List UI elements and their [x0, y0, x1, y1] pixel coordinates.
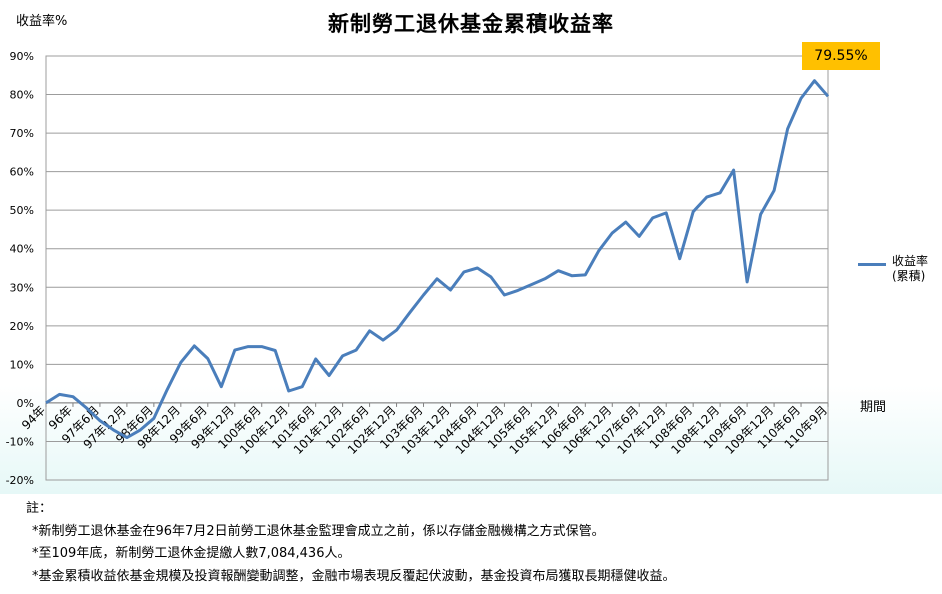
y-tick-label: 40%: [10, 243, 34, 256]
legend-label-line2: (累積): [892, 269, 926, 283]
note-item: *基金累積收益依基金規模及投資報酬變動調整，金融市場表現反覆起伏波動，基金投資布…: [32, 568, 676, 584]
legend-line-swatch: [858, 263, 886, 266]
y-tick-label: -20%: [6, 474, 34, 487]
line-chart: -20%-10%0%10%20%30%40%50%60%70%80%90%94年…: [6, 50, 831, 487]
legend-label-line1: 收益率: [892, 254, 929, 268]
y-tick-label: 20%: [10, 320, 34, 333]
latest-value-callout: 79.55%: [802, 42, 880, 70]
y-tick-label: -10%: [6, 435, 34, 448]
notes-section: 註： *新制勞工退休基金在96年7月2日前勞工退休基金監理會成立之前，係以存儲金…: [26, 498, 676, 588]
y-tick-label: 70%: [10, 127, 34, 140]
chart-title: 新制勞工退休基金累積收益率: [328, 12, 614, 36]
y-tick-label: 0%: [17, 397, 34, 410]
y-tick-label: 60%: [10, 166, 34, 179]
note-item: *至109年底，新制勞工退休金提繳人數7,084,436人。: [32, 546, 351, 561]
notes-heading: 註：: [26, 501, 53, 516]
y-tick-label: 90%: [10, 50, 34, 63]
x-axis-label: 期間: [860, 400, 887, 415]
y-tick-label: 50%: [10, 204, 34, 217]
note-item: *新制勞工退休基金在96年7月2日前勞工退休基金監理會成立之前，係以存儲金融機構…: [32, 523, 605, 539]
y-tick-label: 80%: [10, 89, 34, 102]
legend-text: 收益率 (累積): [892, 254, 928, 284]
y-tick-label: 10%: [10, 358, 34, 371]
chart-area: -20% -10% 0% 10% 20% 30% 40% 50% 60% 70% 80% 90% 94年…: [0, 0, 942, 494]
y-axis-unit-label: 收益率%: [16, 14, 68, 29]
y-tick-label: 30%: [10, 281, 34, 294]
series-line: [45, 79, 830, 440]
